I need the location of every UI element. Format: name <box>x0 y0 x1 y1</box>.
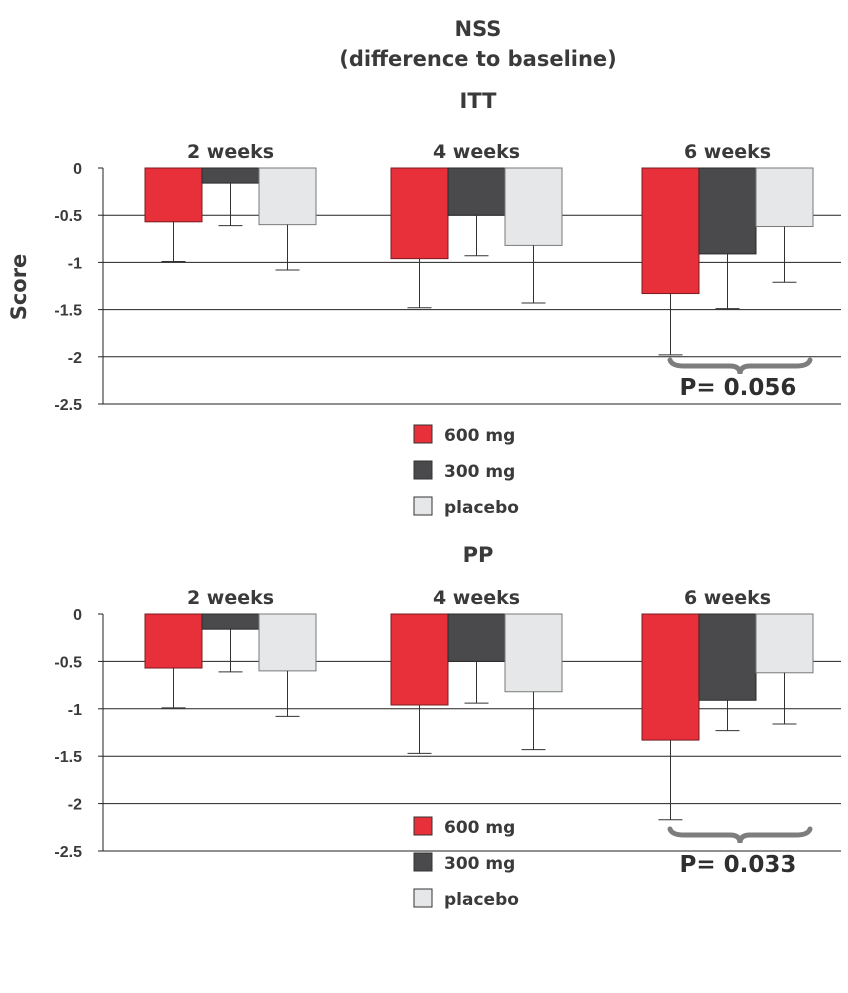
legend-swatch <box>413 852 433 872</box>
p-value-annotation: P= 0.033 <box>680 852 797 878</box>
bar <box>201 613 260 630</box>
bar <box>447 167 506 216</box>
y-tick-label: -1 <box>68 255 82 272</box>
significance-brace <box>667 357 813 375</box>
legend-swatch <box>413 424 433 444</box>
panel-pp: PP 0 -0.5 -1 -1.5 -2 -2.5 2 weeks 4 weeks 6 weeks… <box>54 543 841 910</box>
group-label: 6 weeks <box>684 587 771 609</box>
bar <box>698 167 757 255</box>
legend: 600 mg 300 mg placebo <box>413 424 519 518</box>
panel-title: ITT <box>460 89 498 113</box>
group-label: 4 weeks <box>433 587 520 609</box>
chart-title-line1: NSS <box>455 17 502 41</box>
bar <box>641 167 700 295</box>
legend: 600 mg 300 mg placebo <box>413 816 519 910</box>
p-value-annotation: P= 0.056 <box>680 375 797 401</box>
legend-swatch <box>413 460 433 480</box>
bar <box>641 613 700 741</box>
legend-label: placebo <box>444 890 519 910</box>
y-tick-label: 0 <box>73 161 82 178</box>
panel-itt: ITT 0 -0.5 -1 -1.5 -2 -2.5 2 weeks 4 weeks 6 week… <box>54 89 841 518</box>
bar <box>390 613 449 706</box>
group-label: 2 weeks <box>187 141 274 163</box>
y-tick-label: -0.5 <box>54 654 82 671</box>
y-tick-label: -2.5 <box>54 397 82 414</box>
group-label: 4 weeks <box>433 141 520 163</box>
y-tick-label: -2.5 <box>54 844 82 861</box>
y-tick-label: -1.5 <box>54 749 82 766</box>
legend-swatch <box>413 816 433 836</box>
legend-label: 600 mg <box>444 818 515 838</box>
group-label: 6 weeks <box>684 141 771 163</box>
y-tick-label: -0.5 <box>54 208 82 225</box>
bar <box>201 167 260 184</box>
y-tick-label: -2 <box>68 797 82 814</box>
y-tick-label: 0 <box>73 607 82 624</box>
y-axis-label: Score <box>7 254 31 321</box>
y-tick-label: -1 <box>68 702 82 719</box>
bar <box>447 613 506 662</box>
group-label: 2 weeks <box>187 587 274 609</box>
bar <box>144 167 203 223</box>
legend-label: 300 mg <box>444 854 515 874</box>
legend-swatch <box>413 496 433 516</box>
bar <box>390 167 449 260</box>
panel-title: PP <box>463 543 494 567</box>
chart-title-line2: (difference to baseline) <box>339 47 617 71</box>
bar <box>504 167 563 246</box>
significance-brace <box>667 826 813 844</box>
legend-label: placebo <box>444 498 519 518</box>
y-tick-label: -1.5 <box>54 303 82 320</box>
legend-label: 600 mg <box>444 426 515 446</box>
bar <box>258 613 317 672</box>
legend-swatch <box>413 888 433 908</box>
legend-label: 300 mg <box>444 462 515 482</box>
panels: ITT 0 -0.5 -1 -1.5 -2 -2.5 2 weeks 4 weeks 6 week… <box>54 89 841 910</box>
bar <box>698 613 757 701</box>
bar <box>755 167 814 228</box>
y-tick-label: -2 <box>68 350 82 367</box>
bar <box>504 613 563 693</box>
bar <box>258 167 317 226</box>
bar <box>144 613 203 669</box>
bar <box>755 613 814 674</box>
